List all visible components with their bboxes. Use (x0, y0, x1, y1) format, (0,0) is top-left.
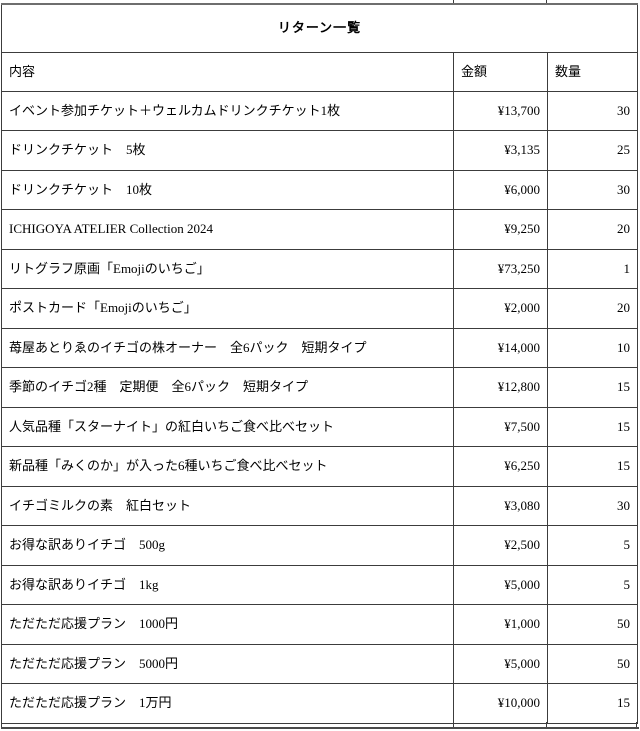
table-row: ただただ応援プラン 1万円 ¥10,000 15 (1, 683, 639, 724)
quantity-cell: 5 (546, 525, 639, 566)
content-cell: ポストカード「Emojiのいちご」 (1, 288, 454, 329)
table-row: ICHIGOYA ATELIER Collection 2024 ¥9,250 … (1, 209, 639, 250)
table-row: 人気品種「スターナイト」の紅白いちご食べ比べセット ¥7,500 15 (1, 406, 639, 447)
amount-cell: ¥3,080 (453, 485, 548, 526)
content-cell: ただただ応援プラン 5000円 (1, 643, 454, 684)
amount-cell: ¥3,135 (453, 130, 548, 171)
bottom-border-sliver (636, 722, 637, 728)
content-cell: ドリンクチケット 5枚 (1, 130, 454, 171)
content-cell: ただただ応援プラン 1000円 (1, 604, 454, 645)
returns-table-head: リターン一覧 内容 金額 数量 (0, 3, 639, 92)
table-bottom-border (1, 727, 639, 729)
column-header-row: 内容 金額 数量 (1, 51, 639, 92)
content-cell: 季節のイチゴ2種 定期便 全6パック 短期タイプ (1, 367, 454, 408)
quantity-cell: 30 (546, 90, 639, 131)
top-column-divider-sliver (546, 0, 547, 4)
top-column-divider-sliver (453, 0, 454, 4)
table-row: お得な訳ありイチゴ 1kg ¥5,000 5 (1, 564, 639, 605)
table-row: リトグラフ原画「Emojiのいちご」 ¥73,250 1 (1, 248, 639, 289)
content-cell: お得な訳ありイチゴ 500g (1, 525, 454, 566)
table-row: イチゴミルクの素 紅白セット ¥3,080 30 (1, 485, 639, 526)
bottom-column-divider-sliver (453, 722, 454, 728)
content-cell: リトグラフ原画「Emojiのいちご」 (1, 248, 454, 289)
quantity-cell: 15 (546, 683, 639, 724)
content-cell: ICHIGOYA ATELIER Collection 2024 (1, 209, 454, 250)
column-header-quantity: 数量 (546, 51, 639, 92)
table-row: ドリンクチケット 5枚 ¥3,135 25 (1, 130, 639, 171)
table-row: ドリンクチケット 10枚 ¥6,000 30 (1, 169, 639, 210)
quantity-cell: 1 (546, 248, 639, 289)
amount-cell: ¥6,000 (453, 169, 548, 210)
amount-cell: ¥5,000 (453, 643, 548, 684)
bottom-column-divider-sliver (546, 722, 547, 728)
table-row: 苺屋あとりゑのイチゴの株オーナー 全6パック 短期タイプ ¥14,000 10 (1, 327, 639, 368)
content-cell: ドリンクチケット 10枚 (1, 169, 454, 210)
quantity-cell: 20 (546, 209, 639, 250)
quantity-cell: 20 (546, 288, 639, 329)
returns-table: リターン一覧 内容 金額 数量 イベント参加チケット＋ウェルカムドリンクチケット… (0, 3, 639, 724)
amount-cell: ¥1,000 (453, 604, 548, 645)
column-header-content: 内容 (1, 51, 454, 92)
amount-cell: ¥73,250 (453, 248, 548, 289)
quantity-cell: 30 (546, 485, 639, 526)
amount-cell: ¥10,000 (453, 683, 548, 724)
table-row: 季節のイチゴ2種 定期便 全6パック 短期タイプ ¥12,800 15 (1, 367, 639, 408)
quantity-cell: 50 (546, 604, 639, 645)
page-title: リターン一覧 (0, 3, 639, 53)
content-cell: 人気品種「スターナイト」の紅白いちご食べ比べセット (1, 406, 454, 447)
quantity-cell: 50 (546, 643, 639, 684)
table-row: イベント参加チケット＋ウェルカムドリンクチケット1枚 ¥13,700 30 (1, 90, 639, 131)
content-cell: 苺屋あとりゑのイチゴの株オーナー 全6パック 短期タイプ (1, 327, 454, 368)
table-row: ただただ応援プラン 5000円 ¥5,000 50 (1, 643, 639, 684)
table-row: ポストカード「Emojiのいちご」 ¥2,000 20 (1, 288, 639, 329)
amount-cell: ¥2,000 (453, 288, 548, 329)
content-cell: ただただ応援プラン 1万円 (1, 683, 454, 724)
quantity-cell: 5 (546, 564, 639, 605)
table-row: 新品種「みくのか」が入った6種いちご食べ比べセット ¥6,250 15 (1, 446, 639, 487)
content-cell: お得な訳ありイチゴ 1kg (1, 564, 454, 605)
amount-cell: ¥7,500 (453, 406, 548, 447)
quantity-cell: 15 (546, 406, 639, 447)
content-cell: イベント参加チケット＋ウェルカムドリンクチケット1枚 (1, 90, 454, 131)
quantity-cell: 15 (546, 446, 639, 487)
quantity-cell: 30 (546, 169, 639, 210)
table-row: お得な訳ありイチゴ 500g ¥2,500 5 (1, 525, 639, 566)
returns-table-body: イベント参加チケット＋ウェルカムドリンクチケット1枚 ¥13,700 30 ドリ… (1, 90, 639, 724)
amount-cell: ¥5,000 (453, 564, 548, 605)
amount-cell: ¥12,800 (453, 367, 548, 408)
title-row: リターン一覧 (0, 3, 639, 53)
amount-cell: ¥14,000 (453, 327, 548, 368)
column-header-amount: 金額 (453, 51, 548, 92)
quantity-cell: 25 (546, 130, 639, 171)
quantity-cell: 15 (546, 367, 639, 408)
amount-cell: ¥2,500 (453, 525, 548, 566)
table-row: ただただ応援プラン 1000円 ¥1,000 50 (1, 604, 639, 645)
amount-cell: ¥9,250 (453, 209, 548, 250)
content-cell: 新品種「みくのか」が入った6種いちご食べ比べセット (1, 446, 454, 487)
amount-cell: ¥6,250 (453, 446, 548, 487)
bottom-border-sliver (1, 722, 2, 728)
quantity-cell: 10 (546, 327, 639, 368)
amount-cell: ¥13,700 (453, 90, 548, 131)
content-cell: イチゴミルクの素 紅白セット (1, 485, 454, 526)
